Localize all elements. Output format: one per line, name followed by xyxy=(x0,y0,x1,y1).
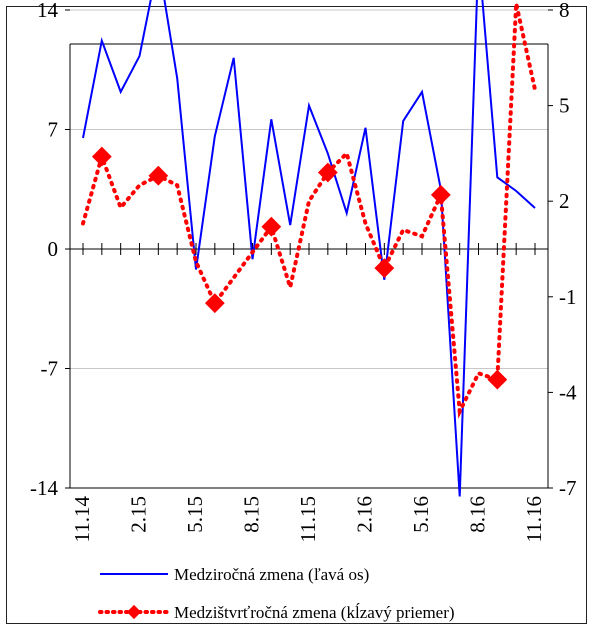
y-left-tick-label: -14 xyxy=(30,476,58,500)
x-tick-label: 2.16 xyxy=(353,496,377,533)
x-tick-label: 5.15 xyxy=(183,496,207,533)
y-left-tick-label: 0 xyxy=(48,237,59,261)
y-left-tick-label: 14 xyxy=(37,0,59,22)
y-right-tick-label: -7 xyxy=(559,476,577,500)
y-right-tick-label: 2 xyxy=(559,189,570,213)
y-left-tick-label: 7 xyxy=(48,118,59,142)
data-point-marker xyxy=(431,185,451,205)
y-left-tick-label: -7 xyxy=(41,357,59,381)
x-tick-label: 11.16 xyxy=(522,496,546,542)
legend-label-qoq: Medzištvrťročná zmena (kĺzavý priemer) xyxy=(174,603,455,622)
data-point-marker xyxy=(92,147,112,167)
x-tick-label: 2.15 xyxy=(127,496,151,533)
data-point-marker xyxy=(487,370,507,390)
legend-swatch-marker xyxy=(127,605,141,619)
y-right-tick-label: -4 xyxy=(559,380,577,404)
grid-lines xyxy=(70,10,548,369)
x-tick-label: 8.16 xyxy=(466,496,490,533)
x-tick-label: 8.15 xyxy=(240,496,264,533)
legend: Medziročná zmena (ľavá os) Medzištvrťroč… xyxy=(100,565,455,622)
data-point-marker xyxy=(374,258,394,278)
x-tick-label: 11.15 xyxy=(296,496,320,542)
y-right-tick-label: 5 xyxy=(559,94,570,118)
y-right-tick-label: 8 xyxy=(559,0,570,22)
y-right-tick-label: -1 xyxy=(559,285,577,309)
x-tick-label: 5.16 xyxy=(409,496,433,533)
x-tick-label: 11.14 xyxy=(70,496,94,543)
data-point-marker xyxy=(148,166,168,186)
series-line-qoq xyxy=(83,4,535,412)
axes xyxy=(65,10,553,488)
legend-label-yoy: Medziročná zmena (ľavá os) xyxy=(174,565,369,584)
tick-labels: 14 7 0 -7 -14 8 5 2 -1 -4 -7 11.14 2.15 5.15 8.15 11.15… xyxy=(30,0,577,542)
